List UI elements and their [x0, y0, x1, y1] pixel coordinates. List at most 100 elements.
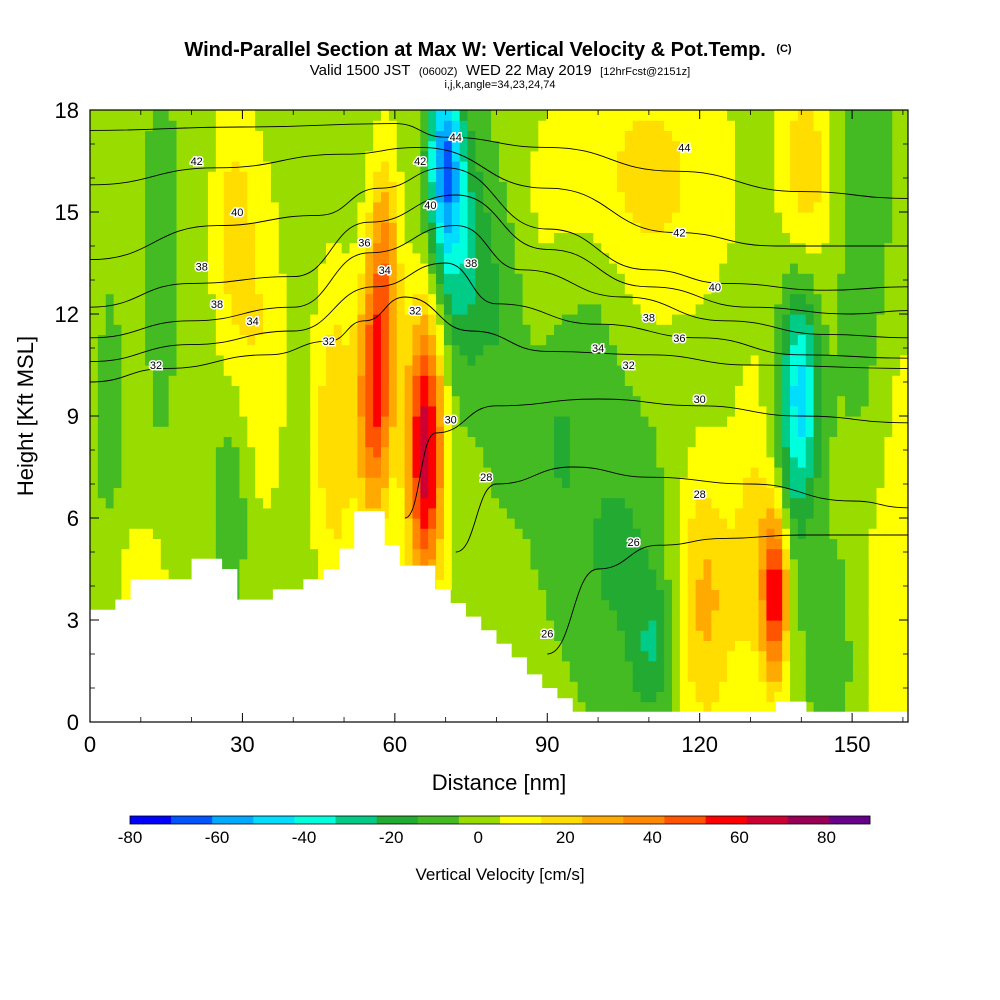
w-field-cell	[239, 222, 248, 233]
w-field-cell	[341, 477, 351, 488]
w-field-cell	[325, 212, 335, 223]
w-field-cell	[318, 293, 327, 305]
w-field-cell	[357, 140, 366, 152]
w-field-cell	[609, 171, 618, 182]
w-field-cell	[396, 558, 406, 570]
w-field-cell	[632, 334, 642, 346]
w-field-cell	[318, 405, 327, 417]
w-field-cell	[506, 609, 516, 621]
w-field-cell	[137, 222, 146, 233]
w-field-cell	[483, 375, 492, 386]
w-field-cell	[679, 334, 689, 346]
w-field-cell	[404, 426, 414, 437]
w-field-cell	[561, 365, 571, 376]
w-field-cell	[294, 130, 303, 142]
w-field-cell	[137, 354, 146, 366]
w-field-cell	[184, 110, 193, 121]
w-field-cell	[223, 222, 233, 233]
w-field-cell	[695, 558, 705, 570]
w-field-cell	[514, 538, 524, 550]
w-field-cell	[734, 242, 744, 254]
w-field-cell	[687, 242, 697, 254]
w-field-cell	[514, 395, 524, 407]
w-field-cell	[278, 252, 288, 264]
chart-title: Wind-Parallel Section at Max W: Vertical…	[184, 39, 792, 61]
w-field-cell	[333, 150, 343, 162]
w-field-cell	[577, 263, 587, 274]
w-field-cell	[255, 171, 264, 182]
w-field-cell	[443, 150, 453, 162]
w-field-cell	[145, 263, 154, 274]
w-field-cell	[412, 140, 421, 152]
w-field-cell	[569, 395, 579, 407]
w-field-cell	[129, 375, 138, 386]
w-field-cell	[152, 171, 162, 182]
w-field-cell	[593, 385, 602, 397]
w-field-cell	[616, 314, 626, 325]
w-field-cell	[499, 609, 508, 621]
w-field-cell	[475, 477, 484, 488]
w-field-cell	[577, 609, 587, 621]
w-field-cell	[546, 314, 555, 325]
w-field-cell	[263, 589, 272, 601]
w-field-cell	[341, 518, 351, 529]
w-field-cell	[679, 283, 689, 295]
w-field-cell	[727, 395, 736, 407]
w-field-cell	[585, 620, 594, 631]
w-field-cell	[105, 161, 115, 172]
w-field-cell	[231, 446, 241, 458]
w-field-cell	[616, 650, 626, 662]
w-field-cell	[711, 385, 720, 397]
w-field-cell	[514, 599, 524, 611]
w-field-cell	[672, 701, 681, 713]
w-field-cell	[207, 120, 217, 131]
w-field-cell	[530, 110, 539, 121]
w-field-cell	[561, 589, 571, 601]
w-field-cell	[664, 467, 673, 478]
w-field-cell	[711, 150, 720, 162]
w-field-cell	[357, 365, 366, 376]
w-field-cell	[695, 579, 705, 590]
w-field-cell	[255, 263, 264, 274]
w-field-cell	[239, 426, 248, 437]
w-field-cell	[672, 416, 681, 427]
w-field-cell	[105, 171, 115, 182]
w-field-cell	[286, 140, 296, 152]
w-field-cell	[679, 681, 689, 692]
w-field-cell	[727, 446, 736, 458]
w-field-cell	[294, 273, 303, 284]
w-field-cell	[624, 426, 634, 437]
w-field-cell	[184, 467, 193, 478]
w-field-cell	[270, 477, 280, 488]
w-field-cell	[554, 222, 563, 233]
w-field-cell	[483, 354, 492, 366]
w-field-cell	[121, 456, 130, 468]
w-field-cell	[483, 293, 492, 305]
w-field-cell	[711, 273, 720, 284]
w-field-cell	[703, 110, 712, 121]
w-field-cell	[105, 548, 115, 560]
w-field-cell	[176, 507, 185, 519]
w-field-cell	[215, 518, 225, 529]
w-field-cell	[711, 701, 720, 713]
w-field-cell	[734, 293, 744, 305]
w-field-cell	[483, 120, 492, 131]
w-field-cell	[499, 344, 508, 356]
w-field-cell	[404, 303, 414, 315]
w-field-cell	[215, 385, 225, 397]
w-field-cell	[223, 558, 233, 570]
w-field-cell	[113, 242, 123, 254]
w-field-cell	[270, 446, 280, 458]
w-field-cell	[616, 416, 626, 427]
w-field-cell	[609, 395, 618, 407]
w-field-cell	[624, 293, 634, 305]
w-field-cell	[207, 426, 217, 437]
w-field-cell	[247, 569, 256, 580]
w-field-cell	[263, 130, 272, 142]
w-field-cell	[632, 528, 642, 539]
w-field-cell	[255, 150, 264, 162]
w-field-cell	[538, 477, 547, 488]
w-field-cell	[90, 140, 99, 152]
w-field-cell	[113, 416, 123, 427]
w-field-cell	[263, 201, 272, 213]
